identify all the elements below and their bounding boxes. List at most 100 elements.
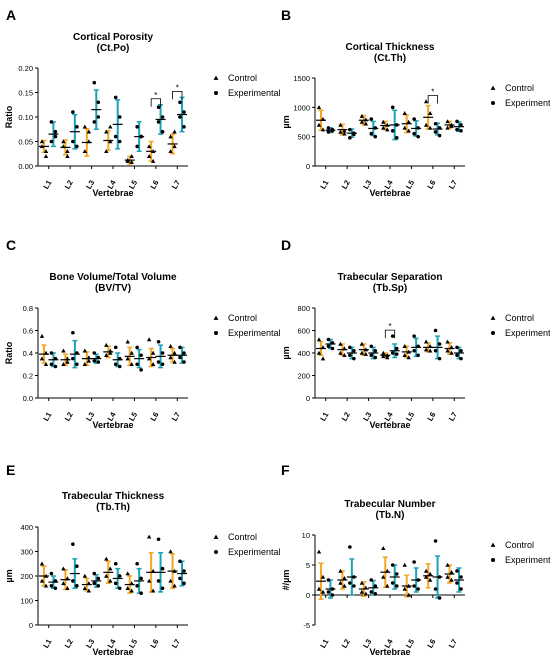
control-point — [108, 578, 113, 583]
control-point — [320, 345, 326, 350]
experimental-point — [96, 355, 101, 360]
control-point — [342, 353, 347, 358]
panel-a: A Cortical Porosity(Ct.Po) 0.00 0.05 0.10 0.1… — [4, 7, 281, 198]
control-point — [65, 586, 70, 591]
control-point — [168, 549, 173, 554]
x-tick-label: L5 — [127, 179, 139, 191]
experimental-point — [416, 134, 420, 139]
control-point — [385, 568, 390, 573]
y-tick-label: 0.05 — [18, 138, 33, 147]
experimental-point — [459, 587, 463, 591]
y-tick-label: 0.10 — [18, 113, 33, 122]
experimental-point — [71, 330, 75, 335]
experimental-point — [416, 126, 420, 130]
experimental-point — [139, 576, 143, 581]
experimental-point — [92, 571, 97, 576]
control-point — [445, 562, 450, 567]
experimental-point — [178, 345, 182, 350]
experimental-point — [156, 339, 161, 344]
x-tick-label: L5 — [404, 411, 416, 423]
x-tick-label: L2 — [63, 638, 75, 650]
experimental-point — [352, 348, 356, 353]
experimental-point — [369, 578, 374, 582]
control-point — [168, 344, 173, 349]
chart-title: Cortical Thickness — [346, 42, 435, 53]
legend-control-icon — [213, 534, 219, 539]
panel-letter: C — [6, 237, 16, 253]
experimental-point — [330, 346, 335, 351]
control-point — [146, 534, 152, 539]
experimental-point — [369, 590, 374, 594]
experimental-point — [326, 126, 331, 130]
control-point — [427, 571, 433, 576]
control-point — [363, 351, 369, 356]
experimental-point — [49, 139, 54, 144]
chart-subtitle: (Ct.Po) — [97, 43, 130, 54]
y-tick-label: 100 — [20, 597, 33, 606]
control-point — [338, 580, 343, 585]
control-point — [86, 139, 92, 144]
control-point — [449, 350, 454, 355]
control-point — [316, 586, 322, 591]
legend-experimental-label: Experimental — [228, 547, 281, 557]
significance-label: * — [176, 83, 179, 92]
experimental-point — [53, 364, 58, 369]
x-tick-label: L6 — [425, 638, 437, 650]
y-tick-label: 600 — [297, 327, 310, 336]
control-point — [65, 576, 70, 581]
chart-title: Trabecular Number — [344, 499, 435, 510]
control-point — [338, 350, 343, 355]
control-point — [104, 149, 109, 154]
control-point — [381, 350, 386, 355]
control-point — [423, 339, 429, 344]
experimental-point — [92, 120, 97, 124]
x-axis-label: Vertebrae — [92, 647, 133, 657]
control-point — [82, 573, 88, 578]
control-point — [172, 568, 177, 573]
experimental-point — [437, 126, 442, 130]
control-point — [108, 350, 113, 355]
y-tick-label: 0.6 — [23, 327, 33, 336]
experimental-point — [437, 356, 442, 361]
experimental-point — [412, 560, 416, 564]
experimental-point — [160, 115, 165, 119]
control-point — [39, 139, 45, 144]
experimental-point — [390, 105, 395, 110]
control-point — [423, 568, 429, 573]
control-point — [104, 129, 109, 134]
experimental-point — [373, 134, 378, 139]
control-point — [385, 355, 390, 360]
experimental-point — [96, 100, 101, 105]
y-tick-label: 0.0 — [23, 394, 33, 403]
experimental-point — [117, 139, 122, 144]
experimental-point — [455, 127, 459, 132]
experimental-point — [160, 129, 165, 134]
control-point — [385, 583, 390, 588]
x-axis-label: Vertebrae — [369, 420, 410, 430]
control-point — [61, 144, 66, 149]
legend-experimental-icon — [214, 550, 218, 554]
control-point — [43, 583, 49, 588]
control-point — [172, 129, 177, 134]
control-point — [104, 353, 109, 358]
x-tick-label: L3 — [84, 179, 96, 191]
experimental-point — [455, 119, 459, 124]
experimental-point — [139, 134, 143, 139]
significance-bracket — [172, 91, 183, 100]
experimental-point — [135, 561, 139, 566]
experimental-point — [373, 126, 378, 130]
control-point — [385, 353, 390, 358]
legend-control-icon — [490, 542, 496, 547]
experimental-point — [96, 360, 101, 364]
control-point — [316, 337, 322, 342]
y-tick-label: 400 — [20, 523, 33, 532]
control-point — [65, 359, 70, 364]
experimental-point — [394, 346, 399, 351]
control-point — [363, 117, 369, 122]
y-tick-label: 10 — [302, 531, 310, 540]
y-axis-label: µm — [4, 569, 14, 582]
control-point — [427, 125, 433, 130]
control-point — [150, 588, 156, 593]
experimental-point — [182, 110, 186, 114]
control-point — [359, 113, 365, 118]
